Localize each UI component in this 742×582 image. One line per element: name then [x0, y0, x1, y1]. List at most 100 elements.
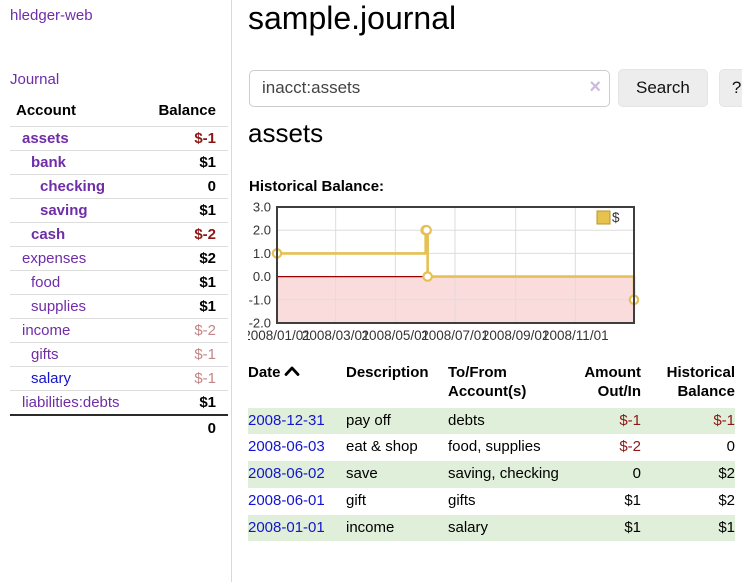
transaction-accounts: gifts: [448, 491, 476, 509]
account-row: supplies $1: [10, 294, 228, 319]
transaction-description: eat & shop: [346, 438, 418, 456]
account-link[interactable]: expenses: [22, 250, 87, 267]
register-col-accounts: To/From Account(s): [448, 364, 527, 400]
chart-y-tick-label: -2.0: [249, 316, 271, 331]
transaction-accounts: food, supplies: [448, 438, 541, 456]
account-link[interactable]: checking: [40, 178, 106, 195]
clear-search-icon[interactable]: ×: [589, 75, 601, 98]
account-row: gifts $-1: [10, 342, 228, 367]
transaction-date: 2008-06-01: [248, 488, 346, 515]
transaction-date: 2008-06-02: [248, 461, 346, 488]
transaction-accounts: saving, checking: [448, 465, 559, 482]
chart-y-tick-label: 2.0: [253, 223, 271, 238]
account-row: assets $-1: [10, 126, 228, 151]
account-balance: $1: [199, 298, 216, 315]
transaction-description: pay off: [346, 411, 391, 429]
account-balance: $-2: [194, 322, 216, 339]
transaction-date-link[interactable]: 2008-06-03: [248, 438, 325, 456]
transaction-date-link[interactable]: 2008-06-01: [248, 491, 325, 509]
account-balance: $-1: [194, 130, 216, 147]
transaction-amount: $1: [624, 518, 641, 536]
account-heading: assets: [248, 118, 324, 148]
transaction-balance: $2: [718, 491, 735, 509]
register-col-date-label: Date: [248, 364, 281, 381]
account-row: bank $1: [10, 150, 228, 175]
transaction-amount: $-2: [619, 438, 641, 456]
page-title: sample.journal: [248, 0, 457, 36]
transaction-amount: $1: [624, 491, 641, 509]
account-balance: $1: [199, 274, 216, 291]
brand-link[interactable]: hledger-web: [10, 7, 93, 24]
chart-x-tick-label: 2008/09/01: [482, 328, 550, 343]
chart-border: [276, 206, 635, 324]
account-link[interactable]: income: [22, 322, 71, 339]
accounts-total-spacer: [10, 414, 140, 438]
account-link[interactable]: saving: [40, 202, 88, 219]
main-content: sample.journal × Search ? assets Histori…: [248, 0, 742, 582]
transaction-balance: $-1: [713, 411, 735, 429]
transaction-date: 2008-01-01: [248, 515, 346, 542]
chart-y-tick-label: 3.0: [253, 200, 271, 215]
transaction-amount: $-1: [619, 411, 641, 429]
chart-point: [421, 224, 432, 236]
sidebar-item-journal[interactable]: Journal: [10, 71, 60, 88]
accounts-col-account: Account: [16, 102, 76, 119]
transaction-amount: 0: [632, 465, 641, 482]
balance-chart: 2008/01/012008/03/012008/05/012008/07/01…: [248, 200, 640, 343]
account-balance: $1: [199, 154, 216, 171]
search-box: ×: [249, 69, 610, 107]
chart-x-tick-label: 2008/01/01: [248, 328, 311, 343]
account-balance: $-1: [194, 370, 216, 387]
transaction-accounts: salary: [448, 518, 489, 536]
search-input[interactable]: [249, 69, 610, 107]
table-row: 2008-06-03 eat & shop food, supplies $-2 0: [248, 434, 735, 461]
register-col-balance: Historical Balance: [666, 364, 735, 400]
accounts-col-balance: Balance: [158, 102, 216, 119]
chart-legend-swatch: [596, 210, 611, 225]
account-link[interactable]: food: [31, 274, 61, 291]
transaction-balance: $1: [718, 518, 735, 536]
register-col-amount: Amount Out/In: [584, 364, 641, 400]
account-row: liabilities:debts $1: [10, 390, 228, 416]
chart-y-tick-label: -1.0: [249, 292, 271, 307]
transaction-accounts: debts: [448, 411, 485, 429]
transaction-date-link[interactable]: 2008-01-01: [248, 518, 325, 536]
register-col-date[interactable]: Date: [248, 362, 346, 408]
table-row: 2008-01-01 income salary $1 $1: [248, 514, 735, 542]
transaction-date-link[interactable]: 2008-12-31: [248, 411, 325, 429]
account-link[interactable]: liabilities:debts: [22, 394, 120, 411]
transaction-date-link[interactable]: 2008-06-02: [248, 465, 325, 482]
account-row: expenses $2: [10, 246, 228, 271]
chart-x-tick-label: 2008/07/01: [421, 328, 489, 343]
account-link[interactable]: gifts: [31, 346, 59, 363]
transaction-balance: 0: [726, 438, 735, 456]
help-button[interactable]: ?: [718, 69, 742, 107]
account-link[interactable]: salary: [31, 370, 72, 387]
account-link[interactable]: cash: [31, 226, 66, 243]
register-table: Date Description To/From Account(s) Amou…: [248, 362, 735, 542]
account-balance: $2: [199, 250, 216, 267]
register-rows: 2008-12-31 pay off debts $-1 $-1 2008-06-03 ea…: [248, 407, 735, 542]
account-link[interactable]: assets: [22, 130, 69, 147]
transaction-description: save: [346, 465, 378, 482]
accounts-total-row: 0: [10, 414, 228, 438]
account-row: income $-2: [10, 318, 228, 343]
transaction-date: 2008-06-03: [248, 434, 346, 461]
chart-point: [422, 271, 433, 282]
account-row: food $1: [10, 270, 228, 295]
chart-legend-label: $: [612, 210, 620, 225]
chart-x-tick-label: 2008/03/01: [302, 328, 370, 343]
account-row: checking 0: [10, 174, 228, 199]
account-balance: $1: [199, 202, 216, 219]
register-header-row: Date Description To/From Account(s) Amou…: [248, 362, 735, 408]
accounts-total-value: 0: [139, 414, 228, 438]
table-row: 2008-06-02 save saving, checking 0 $2: [248, 461, 735, 488]
sidebar: hledger-web Journal Account Balance asse…: [0, 0, 232, 582]
account-link[interactable]: supplies: [31, 298, 87, 315]
account-link[interactable]: bank: [31, 154, 67, 171]
accounts-header-row: Account Balance: [10, 102, 228, 127]
account-row: salary $-1: [10, 366, 228, 391]
transaction-description: gift: [346, 491, 367, 509]
search-button[interactable]: Search: [618, 69, 708, 107]
search-bar: × Search ?: [249, 69, 742, 107]
